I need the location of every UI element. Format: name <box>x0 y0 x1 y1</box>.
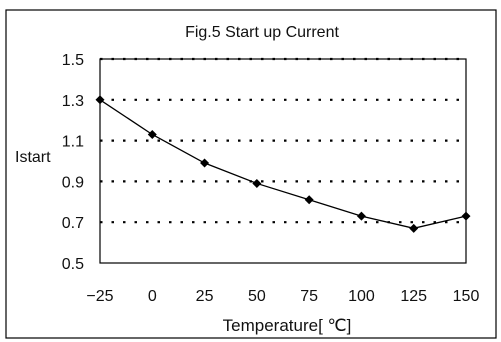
x-tick-label: 0 <box>148 288 157 305</box>
y-tick-label: 0.7 <box>62 215 84 232</box>
data-point <box>409 223 419 233</box>
x-tick-label: 50 <box>248 288 266 305</box>
x-tick-label: −25 <box>86 288 113 305</box>
y-tick-label: 0.5 <box>62 256 84 273</box>
data-point <box>200 158 210 168</box>
chart-title: Fig.5 Start up Current <box>185 24 339 41</box>
y-tick-label: 1.3 <box>62 93 84 110</box>
figure-frame <box>5 9 497 339</box>
x-tick-label: 125 <box>400 288 427 305</box>
x-tick-label: 25 <box>196 288 214 305</box>
y-tick-label: 1.1 <box>62 134 84 151</box>
x-tick-label: 150 <box>453 288 480 305</box>
series-line <box>99 99 467 229</box>
data-point <box>356 211 366 221</box>
data-point <box>147 129 157 139</box>
data-point <box>304 195 314 205</box>
data-series <box>95 95 471 233</box>
y-tick-label: 1.5 <box>62 52 84 69</box>
data-point <box>95 95 105 105</box>
x-axis-label: Temperature[ ℃] <box>223 316 352 335</box>
x-tick-labels: −25 0 25 50 75 100 125 150 <box>86 288 479 305</box>
data-point <box>252 178 262 188</box>
data-point <box>461 211 471 221</box>
x-tick-label: 75 <box>300 288 318 305</box>
y-axis-label: Istart <box>15 149 51 166</box>
x-tick-label: 100 <box>348 288 375 305</box>
y-tick-labels: 0.5 0.7 0.9 1.1 1.3 1.5 <box>62 52 84 273</box>
y-tick-label: 0.9 <box>62 174 84 191</box>
plot-area-border <box>99 58 467 264</box>
